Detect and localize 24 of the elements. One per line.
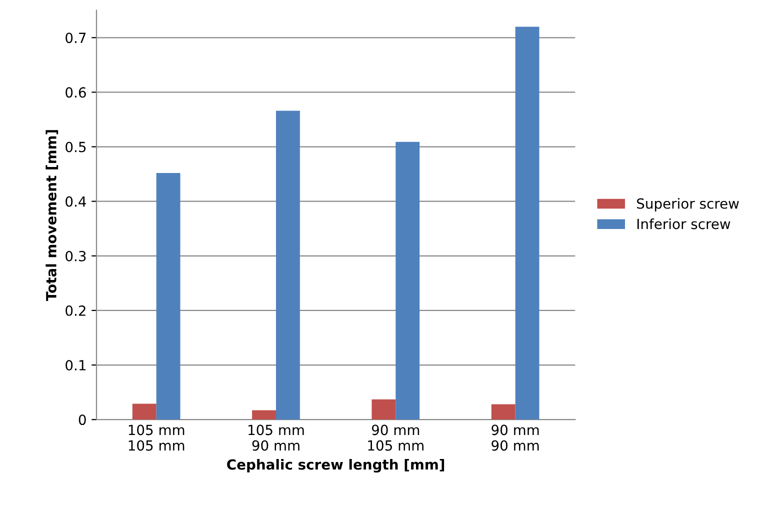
bar [396, 142, 420, 420]
bar [372, 399, 396, 420]
y-tick-label: 0 [78, 414, 86, 426]
x-tick-label: 90 mm 90 mm [492, 424, 539, 451]
y-tick-label: 0.5 [66, 142, 86, 152]
legend-label: Superior screw [637, 198, 739, 212]
x-tick-label: 105 mm 90 mm [248, 424, 304, 451]
y-tick-label: 0.1 [66, 360, 86, 370]
bar [491, 404, 516, 420]
bar [276, 110, 300, 420]
y-axis-title: Total movement [mm] [46, 130, 58, 301]
y-tick-label: 0.3 [66, 250, 86, 262]
y-tick-label: 0.6 [66, 87, 86, 98]
bar [515, 26, 540, 420]
x-tick-label: 105 mm 105 mm [128, 424, 184, 451]
x-axis-title: Cephalic screw length [mm] [227, 458, 444, 473]
legend-label: Inferior screw [637, 218, 730, 230]
bar [156, 172, 180, 420]
y-tick-label: 0.2 [66, 305, 86, 316]
y-tick-label: 0.7 [66, 32, 86, 44]
bar [132, 404, 156, 420]
bar [252, 410, 276, 420]
y-tick-label: 0.4 [66, 196, 86, 207]
x-tick-label: 90 mm 105 mm [368, 424, 424, 451]
